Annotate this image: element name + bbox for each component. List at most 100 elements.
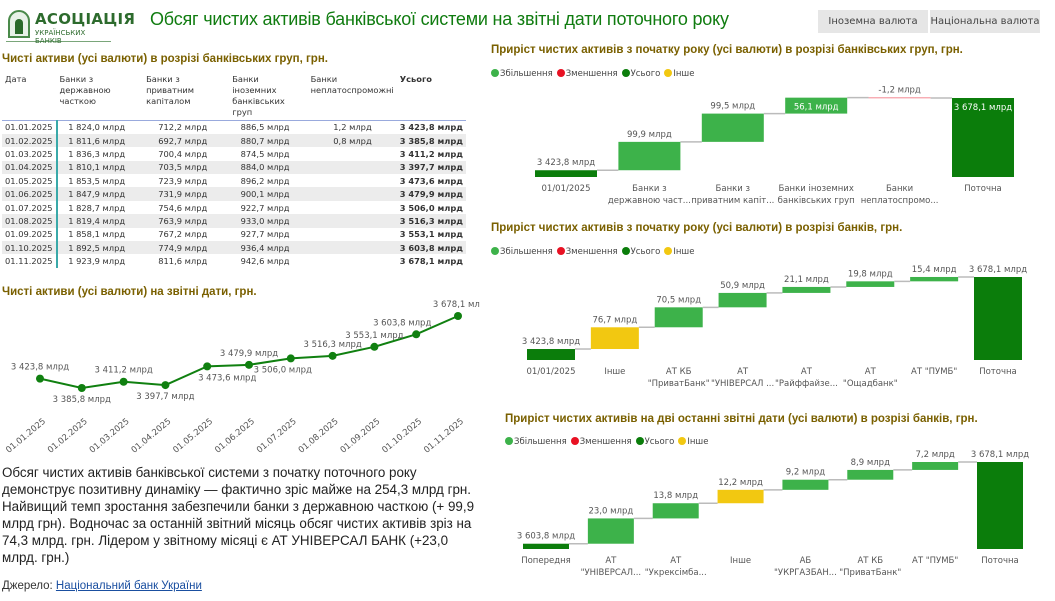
waterfall-bar[interactable]	[587, 518, 634, 544]
waterfall-last-legend: Збільшення Зменшення Усього Інше	[505, 437, 708, 447]
legend-item-other[interactable]: Інше	[664, 247, 694, 257]
waterfall-bar[interactable]	[717, 489, 764, 504]
category-label: АТ "ПУМБ"	[912, 556, 958, 566]
table-cell: 754,6 млрд	[158, 202, 208, 213]
legend-item-decrease[interactable]: Зменшення	[570, 437, 632, 447]
waterfall-bar[interactable]	[718, 292, 767, 308]
x-tick-label: 01.06.2025	[213, 417, 257, 456]
table-cell: 3 411,2 млрд	[399, 148, 463, 159]
waterfall-bar[interactable]	[782, 479, 829, 490]
data-point[interactable]	[245, 360, 253, 369]
legend-label: Зменшення	[565, 69, 618, 79]
table-cell: 3 479,9 млрд	[399, 189, 463, 200]
legend-item-increase[interactable]: Збільшення	[505, 437, 567, 447]
legend-dot-icon	[556, 69, 565, 77]
legend-item-other[interactable]: Інше	[678, 437, 708, 447]
waterfall-bar[interactable]	[912, 462, 959, 470]
data-label: 21,1 млрд	[784, 275, 829, 285]
data-point[interactable]	[77, 384, 86, 392]
waterfall-bar[interactable]	[618, 141, 681, 171]
data-point[interactable]	[370, 342, 379, 351]
waterfall-bar[interactable]	[782, 286, 831, 293]
waterfall-bar[interactable]	[868, 97, 931, 99]
legend-label: Зменшення	[565, 247, 618, 257]
waterfall-bar[interactable]	[952, 98, 1014, 177]
waterfall-banks-legend: Збільшення Зменшення Усього Інше	[491, 247, 694, 257]
data-label: 3 385,8 млрд	[53, 395, 111, 405]
x-tick-label: 01.08.2025	[297, 417, 341, 456]
column-header[interactable]: Банки неплатоспроможні	[307, 72, 397, 121]
table-body: 01.01.2025 1 824,0 млрд 712,2 млрд 886,5 мл…	[2, 120, 466, 268]
legend-item-decrease[interactable]: Зменшення	[556, 247, 618, 257]
category-label: "ПриватБанк"	[648, 379, 710, 389]
table-row: 01.08.2025 1 819,4 млрд 763,9 млрд 933,0 мл…	[2, 214, 466, 228]
data-point[interactable]	[286, 354, 295, 363]
data-label: 3 678,1 млрд	[971, 450, 1029, 460]
waterfall-bar[interactable]	[590, 327, 639, 350]
table-cell: 1 819,4 млрд	[68, 215, 126, 226]
table-cell: 01.02.2025	[2, 133, 58, 148]
logo-line2: УКРАЇНСЬКИХ БАНКІВ	[35, 29, 86, 45]
legend-item-increase[interactable]: Збільшення	[491, 247, 553, 257]
category-label: "УКРГАЗБАН...	[774, 568, 837, 578]
legend-item-total[interactable]: Усього	[621, 69, 660, 79]
waterfall-bar[interactable]	[846, 281, 895, 287]
foreign-currency-button[interactable]: Іноземна валюта	[818, 10, 928, 33]
data-point[interactable]	[119, 377, 128, 386]
x-tick-label: 01.04.2025	[130, 417, 174, 456]
column-header[interactable]: Дата	[2, 72, 57, 121]
table-cell: 1 810,1 млрд	[68, 162, 126, 173]
category-label: Поточна	[979, 367, 1017, 377]
legend-item-total[interactable]: Усього	[621, 247, 661, 257]
legend-dot-icon	[491, 247, 499, 255]
waterfall-bar[interactable]	[847, 469, 894, 480]
legend-label: Усього	[630, 247, 661, 257]
waterfall-bar[interactable]	[977, 462, 1023, 549]
legend-item-increase[interactable]: Збільшення	[491, 69, 553, 79]
table-cell: 01.08.2025	[2, 214, 58, 228]
national-currency-button[interactable]: Національна валюта	[930, 10, 1040, 33]
waterfall-bar[interactable]	[652, 503, 699, 519]
data-label: 3 479,9 млрд	[220, 349, 278, 359]
waterfall-bar[interactable]	[785, 97, 848, 114]
table-cell: 01.05.2025	[2, 174, 58, 188]
category-label: Поточна	[981, 556, 1019, 566]
waterfall-bar[interactable]	[654, 307, 703, 328]
waterfall-bar[interactable]	[535, 170, 597, 177]
data-point[interactable]	[36, 374, 44, 383]
legend-item-other[interactable]: Інше	[664, 69, 694, 79]
source-link[interactable]: Національний банк України	[55, 580, 202, 592]
data-point[interactable]	[412, 330, 421, 339]
table-cell: 1,2 млрд	[333, 122, 372, 133]
data-point[interactable]	[161, 381, 170, 390]
column-header[interactable]: Банки іноземних банківських груп	[229, 72, 308, 121]
table-row: 01.04.2025 1 810,1 млрд 703,5 млрд 884,0 мл…	[2, 160, 466, 175]
table-cell: 01.06.2025	[2, 187, 58, 201]
column-header[interactable]: Банки з державною часткою	[56, 72, 144, 121]
table-row: 01.07.2025 1 828,7 млрд 754,6 млрд 922,7 мл…	[2, 200, 466, 215]
table-cell	[308, 201, 397, 214]
line-chart: 3 423,8 млрд 01.01.2025 3 385,8 млрд 01.02.…	[4, 300, 480, 456]
legend-label: Усього	[644, 437, 675, 447]
data-label: 3 423,8 млрд	[537, 158, 595, 168]
data-label: 3 423,8 млрд	[522, 337, 580, 347]
legend-item-decrease[interactable]: Зменшення	[556, 69, 618, 79]
waterfall-bar[interactable]	[910, 276, 959, 282]
data-point[interactable]	[203, 362, 212, 371]
column-header[interactable]: Усього	[396, 72, 466, 121]
legend-item-total[interactable]: Усього	[635, 437, 675, 447]
data-point[interactable]	[454, 312, 462, 320]
waterfall-bar[interactable]	[523, 543, 569, 549]
waterfall-bar[interactable]	[974, 277, 1022, 360]
table-row: 01.03.2025 1 836,3 млрд 700,4 млрд 874,5 мл…	[2, 147, 466, 161]
waterfall-bar[interactable]	[701, 113, 764, 142]
summary-text: Обсяг чистих активів банківської системи…	[2, 465, 475, 565]
x-tick-label: 01.10.2025	[380, 417, 424, 456]
data-point[interactable]	[328, 351, 337, 360]
category-label: Банки	[886, 184, 913, 194]
legend-label: Збільшення	[514, 437, 567, 447]
table-cell	[308, 214, 397, 227]
waterfall-bar[interactable]	[527, 349, 575, 360]
column-header[interactable]: Банки з приватним капіталом	[143, 72, 230, 121]
data-label: 8,9 млрд	[851, 458, 890, 468]
